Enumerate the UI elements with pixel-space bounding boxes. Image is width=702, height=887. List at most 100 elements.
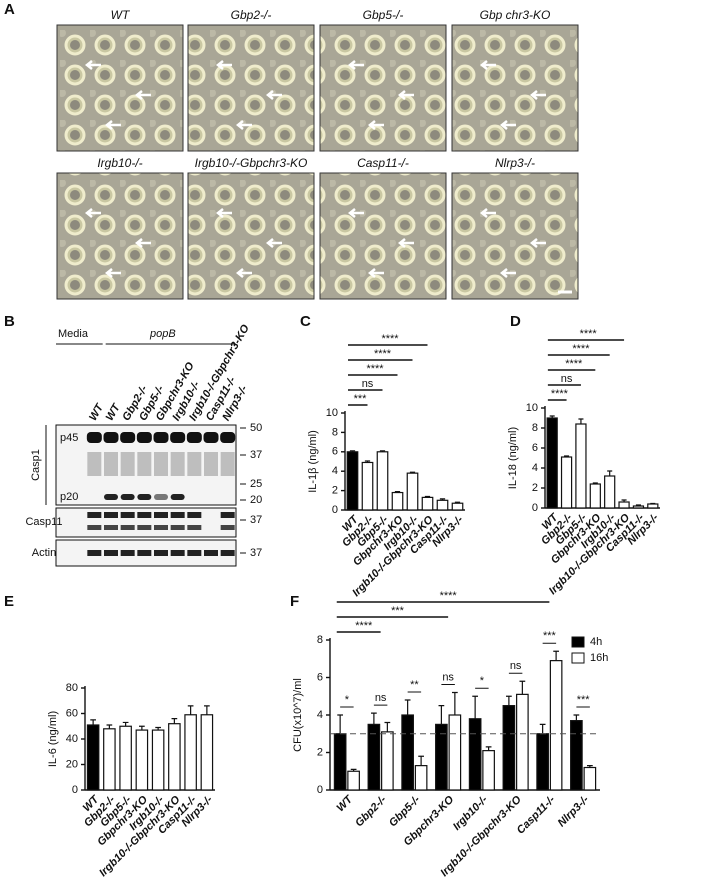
band bbox=[137, 525, 152, 530]
bar bbox=[560, 456, 573, 509]
legend-label: 4h bbox=[590, 636, 602, 648]
y-tick-label: 10 bbox=[526, 402, 538, 414]
bar bbox=[516, 693, 529, 791]
error-bar bbox=[418, 755, 424, 766]
band bbox=[137, 550, 152, 556]
bar bbox=[451, 502, 464, 511]
bar bbox=[549, 660, 563, 791]
image-label: Irgb10-/- bbox=[97, 156, 142, 170]
bar bbox=[347, 770, 360, 791]
error-bar bbox=[607, 470, 613, 476]
error-bar bbox=[592, 482, 598, 484]
y-tick-label: 8 bbox=[317, 634, 323, 646]
panel-label: C bbox=[300, 313, 311, 330]
band bbox=[220, 525, 235, 530]
band bbox=[187, 525, 202, 530]
y-axis-label: IL-1β (ng/ml) bbox=[307, 430, 319, 493]
arrow bbox=[367, 120, 384, 130]
error-bar bbox=[472, 695, 479, 719]
band bbox=[204, 550, 218, 556]
y-axis-label: CFU(x10^7)/ml bbox=[292, 678, 304, 752]
band bbox=[137, 494, 152, 500]
y-tick-label: 80 bbox=[66, 682, 78, 694]
sig-label: ns bbox=[561, 373, 573, 385]
x-tick-label: Gbp2-/- bbox=[353, 793, 389, 829]
legend-label: 16h bbox=[590, 652, 608, 664]
sig-label: **** bbox=[366, 363, 384, 375]
band bbox=[136, 432, 152, 443]
band bbox=[204, 452, 218, 476]
band bbox=[154, 452, 168, 476]
band bbox=[170, 512, 185, 518]
bar bbox=[103, 728, 116, 791]
band bbox=[154, 494, 168, 500]
arrow bbox=[499, 120, 516, 130]
y-tick-label: 0 bbox=[332, 504, 338, 516]
band-label: p45 bbox=[60, 432, 78, 444]
panel-label: B bbox=[4, 313, 15, 330]
bar bbox=[647, 503, 659, 509]
bar bbox=[570, 720, 583, 791]
error-bar bbox=[187, 705, 194, 715]
bar bbox=[536, 733, 549, 791]
y-tick-label: 2 bbox=[532, 482, 538, 494]
arrow bbox=[235, 268, 252, 278]
image-label: Gbp2-/- bbox=[231, 8, 272, 22]
bar bbox=[151, 729, 165, 791]
legend-swatch bbox=[571, 652, 585, 664]
band bbox=[120, 494, 135, 500]
band bbox=[170, 494, 185, 500]
y-tick-label: 4 bbox=[332, 465, 338, 477]
sig-label: **** bbox=[572, 343, 590, 355]
y-tick-label: 0 bbox=[317, 784, 323, 796]
marker-label: 20 bbox=[250, 494, 262, 506]
arrow bbox=[104, 268, 121, 278]
error-bar bbox=[155, 726, 161, 731]
bar bbox=[376, 451, 389, 511]
sig-label: *** bbox=[543, 630, 557, 642]
bar bbox=[401, 714, 414, 791]
error-bar bbox=[573, 714, 580, 721]
error-bar bbox=[519, 680, 526, 695]
blot-label: Actin bbox=[32, 547, 56, 559]
error-bar bbox=[438, 705, 445, 725]
bar bbox=[482, 750, 495, 791]
sig-label: ns bbox=[510, 660, 522, 672]
panel-label: A bbox=[4, 1, 15, 18]
arrow bbox=[134, 238, 151, 248]
y-tick-label: 4 bbox=[532, 462, 538, 474]
y-tick-label: 0 bbox=[72, 784, 78, 796]
bar bbox=[381, 731, 394, 791]
band bbox=[87, 550, 102, 556]
error-bar bbox=[394, 490, 401, 493]
y-tick-label: 20 bbox=[66, 758, 78, 770]
arrow bbox=[529, 238, 546, 248]
sig-label: * bbox=[345, 694, 350, 706]
error-bar bbox=[364, 460, 371, 463]
micrograph bbox=[319, 172, 447, 300]
bar bbox=[391, 491, 404, 511]
error-bar bbox=[549, 415, 555, 418]
error-bar bbox=[204, 705, 210, 715]
bar bbox=[436, 499, 449, 511]
band bbox=[120, 550, 135, 556]
band bbox=[170, 452, 185, 476]
bar bbox=[421, 496, 434, 511]
error-bar bbox=[349, 450, 356, 452]
arrow bbox=[479, 60, 496, 70]
band-label: p20 bbox=[60, 491, 78, 503]
treatment-label: popB bbox=[149, 328, 176, 340]
bar bbox=[589, 483, 601, 509]
bar bbox=[632, 505, 645, 509]
band bbox=[104, 512, 118, 518]
bar bbox=[414, 765, 428, 791]
bar bbox=[575, 423, 587, 509]
bar bbox=[168, 723, 181, 791]
sig-label: *** bbox=[391, 605, 405, 617]
band bbox=[187, 550, 202, 556]
sig-label: **** bbox=[580, 328, 598, 340]
sig-label: **** bbox=[355, 620, 373, 632]
micrograph bbox=[56, 24, 184, 152]
error-bar bbox=[379, 450, 386, 452]
y-tick-label: 4 bbox=[317, 709, 323, 721]
